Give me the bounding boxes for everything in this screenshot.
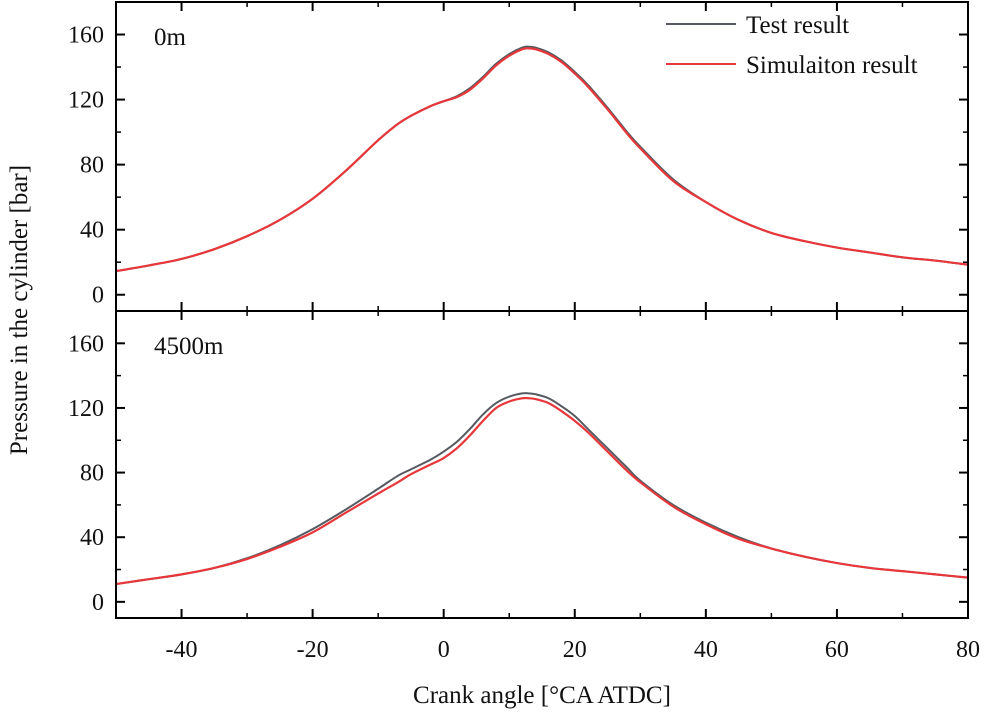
x-tick-label: 0	[438, 637, 450, 663]
y-tick-label: 0	[92, 283, 104, 309]
y-tick-label: 120	[68, 88, 104, 114]
x-tick-label: 60	[825, 637, 849, 663]
panel-frame	[115, 1, 969, 312]
y-tick-label: 80	[80, 153, 104, 179]
panel-0: 0 40 80 120 160 0m	[68, 1, 970, 312]
legend-label-simulation: Simulaiton result	[746, 52, 918, 79]
y-tick-label: 160	[68, 23, 104, 49]
panel-1: 0 40 80 120 160 4500m	[68, 310, 970, 619]
y-tick-label: 120	[68, 396, 104, 422]
legend: Test result Simulaiton result	[666, 12, 918, 79]
x-axis-title: Crank angle [°CA ATDC]	[413, 682, 671, 709]
series-line-test	[115, 392, 969, 586]
x-tick-label: 80	[956, 637, 980, 663]
series-line-simulation	[114, 396, 970, 586]
y-tick-label: 160	[68, 331, 104, 357]
x-tick-label: -40	[166, 637, 198, 663]
y-tick-label: 80	[80, 461, 104, 487]
y-tick-label: 40	[80, 218, 104, 244]
y-tick-label: 0	[92, 590, 104, 616]
panel-label: 4500m	[154, 333, 224, 360]
y-axis-title: Pressure in the cylinder [bar]	[6, 165, 33, 455]
series-line-simulation	[114, 47, 970, 273]
panel-label: 0m	[154, 24, 187, 51]
y-tick-label: 40	[80, 525, 104, 551]
x-tick-label: 20	[563, 637, 587, 663]
x-tick-label: 40	[694, 637, 718, 663]
panel-frame	[115, 310, 969, 619]
legend-label-test: Test result	[746, 12, 849, 39]
chart-panels: 0 40 80 120 160 0m 0 40 80 120 160 4500m -40 -20 0 20 40…	[68, 1, 980, 663]
x-tick-label: -20	[297, 637, 329, 663]
